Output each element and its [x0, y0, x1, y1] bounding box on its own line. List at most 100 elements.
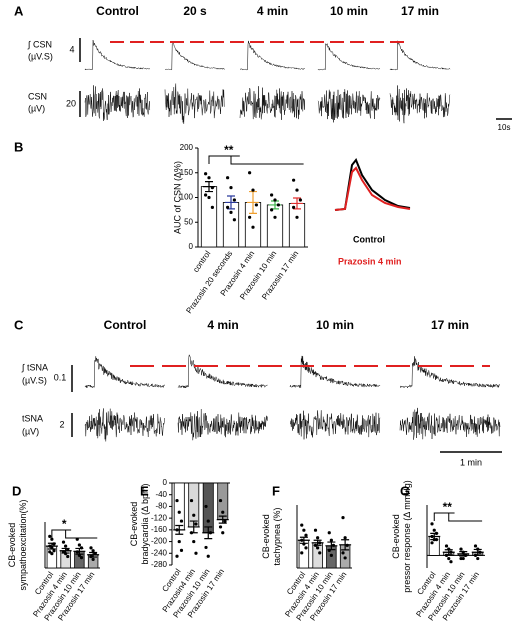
data-point: [64, 552, 68, 556]
data-point: [75, 550, 79, 554]
y-tick-label: 100: [180, 193, 194, 202]
data-point: [208, 531, 213, 535]
data-point: [343, 556, 347, 560]
data-point: [432, 528, 436, 532]
error-bar: [269, 200, 281, 210]
data-point: [300, 551, 304, 555]
data-point: [327, 531, 331, 535]
trace: [84, 85, 151, 121]
scale-label: 20: [66, 98, 76, 108]
data-point: [447, 547, 451, 551]
bar: [200, 186, 218, 248]
data-point: [206, 554, 210, 558]
panel-letter: D: [12, 483, 21, 498]
trace: [239, 86, 306, 120]
data-point: [89, 554, 93, 559]
data-point: [66, 554, 70, 559]
data-point: [48, 534, 52, 538]
data-point: [175, 528, 179, 532]
data-point: [295, 188, 299, 192]
data-point: [345, 543, 349, 547]
error-bar: [339, 539, 352, 551]
data-point: [175, 554, 179, 558]
data-point: [232, 218, 236, 222]
data-point: [229, 186, 233, 190]
trace: [317, 43, 381, 71]
data-point: [300, 523, 304, 527]
data-point: [461, 556, 465, 561]
y-tick-label: -80: [155, 502, 167, 511]
data-point: [204, 193, 208, 197]
column-header: Control: [96, 4, 139, 18]
panel-letter: A: [14, 3, 24, 18]
data-point: [302, 542, 306, 546]
data-point: [79, 556, 84, 560]
column-header: 20 s: [183, 4, 207, 18]
significance-label: **: [224, 143, 234, 157]
trace: [177, 409, 268, 441]
data-point: [444, 553, 449, 558]
column-header: 10 min: [330, 4, 368, 18]
data-point: [270, 208, 274, 212]
row-label: (µV.S): [22, 375, 47, 385]
scale-label: 2: [59, 419, 64, 429]
data-point: [329, 553, 333, 558]
data-point: [331, 543, 336, 547]
data-point: [93, 552, 97, 556]
data-point: [177, 510, 181, 514]
error-bar: [216, 515, 229, 524]
trace: [177, 354, 268, 389]
data-point: [254, 203, 258, 207]
data-point: [463, 553, 468, 558]
trace: [164, 83, 225, 124]
data-point: [343, 536, 347, 540]
significance-bracket: [433, 512, 483, 522]
data-point: [64, 544, 68, 548]
bar: [188, 482, 200, 528]
trace: [84, 356, 165, 389]
data-point: [221, 531, 225, 535]
error-bar: [187, 520, 200, 534]
data-point: [292, 178, 296, 182]
error-bar: [471, 548, 484, 556]
scale-label: 4: [69, 44, 74, 54]
data-point: [300, 538, 304, 542]
column-header: 4 min: [257, 4, 288, 18]
significance-bracket: [208, 155, 304, 165]
row-label: tSNA: [22, 413, 43, 423]
y-axis-label: AUC of CSN (Δ%): [172, 161, 182, 234]
data-point: [248, 171, 252, 175]
data-point: [91, 557, 95, 561]
trace: [399, 356, 501, 389]
data-point: [473, 544, 478, 548]
y-tick-label: 200: [180, 143, 194, 152]
panel-letter: E: [140, 483, 149, 498]
data-point: [61, 550, 66, 554]
data-point: [52, 549, 56, 553]
y-axis-label: CB-evoked: [391, 514, 401, 559]
data-point: [461, 550, 465, 554]
scale-label: 0.1: [54, 372, 67, 382]
data-point: [48, 550, 52, 554]
data-point: [192, 539, 196, 544]
panel-letter: G: [400, 483, 410, 498]
error-bar: [291, 197, 303, 210]
data-point: [206, 519, 210, 523]
data-point: [318, 551, 322, 555]
y-tick-label: -120: [151, 513, 168, 522]
trace: [289, 410, 381, 440]
y-tick-label: -280: [151, 560, 168, 569]
legend-label: Control: [353, 234, 385, 244]
y-axis-label: sympathoexcitation(%): [18, 499, 28, 590]
data-point: [210, 186, 214, 190]
y-axis-label: bradycardia (Δ bpm): [140, 483, 150, 564]
data-point: [341, 516, 345, 520]
trace: [239, 40, 305, 71]
bar: [288, 203, 306, 248]
data-point: [316, 536, 320, 540]
y-axis-label: CB-evoked: [129, 502, 139, 547]
y-tick-label: -240: [151, 548, 168, 557]
data-point: [444, 544, 449, 548]
error-bar: [225, 195, 237, 210]
data-point: [221, 510, 225, 514]
